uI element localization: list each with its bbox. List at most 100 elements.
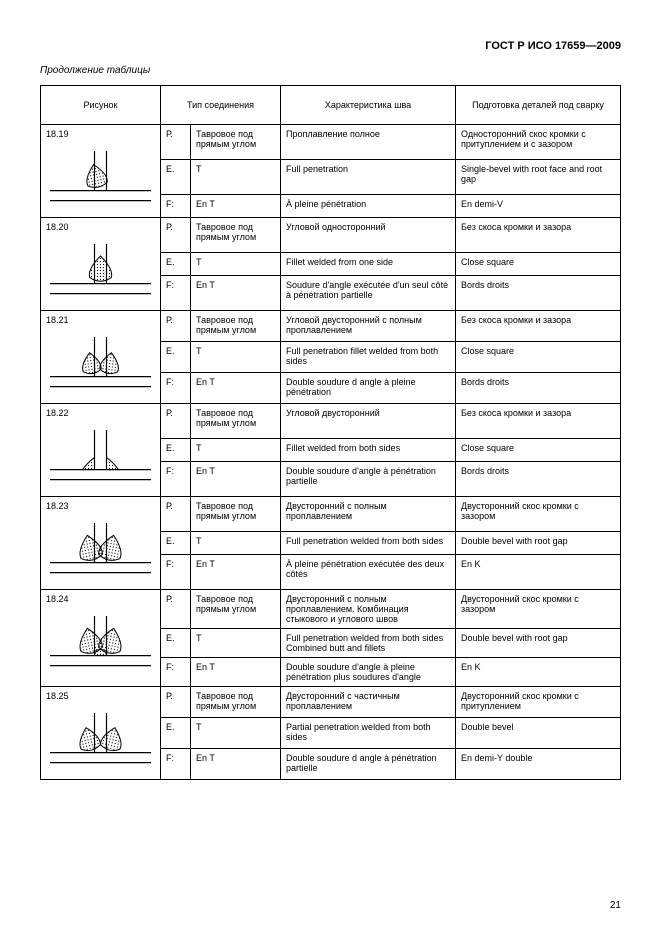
lang-label: F: [161,461,191,496]
table-row: 18.23 Р. Тавровое под прямым углом Двуст… [41,497,621,532]
joint-type-ru: Тавровое под прямым углом [191,590,281,629]
lang-label: F: [161,554,191,589]
figure-number: 18.21 [46,315,155,325]
figure-cell: 18.25 [41,687,161,780]
table-row: 18.20 Р. Тавровое под прямым углом Углов… [41,218,621,253]
joint-type-fr: En T [191,658,281,687]
seam-fr: Double soudure d'angle à pénétration par… [281,461,456,496]
lang-label: E. [161,629,191,658]
prep-fr: Bords droits [456,373,621,404]
seam-ru: Угловой двусторонний с полным проплавлен… [281,311,456,342]
prep-fr: En K [456,554,621,589]
lang-label: F: [161,658,191,687]
prep-ru: Односторонний скос кромки с притуплением… [456,125,621,160]
table-row: 18.24 Р. Тавровое под прямым углом Двуст… [41,590,621,629]
lang-label: Р. [161,218,191,253]
weld-figure-icon [48,236,153,306]
seam-fr: Double soudure d'angle à pleine pénétrat… [281,658,456,687]
figure-cell: 18.21 [41,311,161,404]
seam-en: Full penetration welded from both sides … [281,629,456,658]
figure-cell: 18.19 [41,125,161,218]
prep-en: Close square [456,253,621,276]
joint-type-ru: Тавровое под прямым углом [191,404,281,439]
joint-type-en: T [191,532,281,555]
joint-type-ru: Тавровое под прямым углом [191,497,281,532]
seam-ru: Проплавление полное [281,125,456,160]
table-continuation-label: Продолжение таблицы [40,65,150,76]
prep-fr: Bords droits [456,275,621,310]
seam-fr: Double soudure d angle à pleine pénétrat… [281,373,456,404]
prep-ru: Двусторонний скос кромки с зазором [456,590,621,629]
header-prep: Подготовка деталей под сварку [456,86,621,125]
lang-label: Р. [161,311,191,342]
seam-ru: Угловой двусторонний [281,404,456,439]
header-figure: Рисунок [41,86,161,125]
lang-label: E. [161,439,191,462]
joint-type-ru: Тавровое под прямым углом [191,125,281,160]
prep-en: Double bevel with root gap [456,532,621,555]
joint-type-en: T [191,439,281,462]
prep-fr: En demi-V [456,195,621,218]
seam-fr: Soudure d'angle exécutée d'un seul côté … [281,275,456,310]
prep-en: Double bevel [456,718,621,749]
joint-type-en: T [191,718,281,749]
joint-type-fr: En T [191,461,281,496]
joint-type-en: T [191,342,281,373]
joint-type-en: T [191,629,281,658]
lang-label: F: [161,373,191,404]
lang-label: Р. [161,125,191,160]
lang-label: Р. [161,404,191,439]
seam-en: Fillet welded from both sides [281,439,456,462]
figure-number: 18.23 [46,501,155,511]
weld-figure-icon [48,422,153,492]
seam-en: Full penetration welded from both sides [281,532,456,555]
figure-cell: 18.20 [41,218,161,311]
lang-label: Р. [161,590,191,629]
document-id: ГОСТ Р ИСО 17659—2009 [485,40,621,52]
seam-en: Partial penetration welded from both sid… [281,718,456,749]
weld-figure-icon [48,608,153,678]
joint-type-ru: Тавровое под прямым углом [191,218,281,253]
seam-en: Full penetration fillet welded from both… [281,342,456,373]
seam-ru: Угловой односторонний [281,218,456,253]
seam-ru: Двусторонний с полным проплавлением. Ком… [281,590,456,629]
table-row: 18.19 Р. Тавровое под прямым углом Пропл… [41,125,621,160]
prep-en: Close square [456,342,621,373]
lang-label: F: [161,195,191,218]
prep-en: Close square [456,439,621,462]
prep-fr: En K [456,658,621,687]
table-row: 18.25 Р. Тавровое под прямым углом Двуст… [41,687,621,718]
lang-label: F: [161,749,191,780]
table-row: 18.21 Р. Тавровое под прямым углом Углов… [41,311,621,342]
prep-en: Double bevel with root gap [456,629,621,658]
figure-number: 18.22 [46,408,155,418]
weld-joints-table: Рисунок Тип соединения Характеристика шв… [40,85,621,780]
joint-type-fr: En T [191,749,281,780]
weld-figure-icon [48,143,153,213]
joint-type-fr: En T [191,373,281,404]
prep-fr: En demi-Y double [456,749,621,780]
weld-figure-icon [48,705,153,775]
prep-ru: Двусторонний скос кромки с притуплением [456,687,621,718]
figure-number: 18.24 [46,594,155,604]
joint-type-ru: Тавровое под прямым углом [191,311,281,342]
seam-fr: Double soudure d angle à pénétration par… [281,749,456,780]
weld-figure-icon [48,329,153,399]
joint-type-fr: En T [191,554,281,589]
figure-cell: 18.24 [41,590,161,687]
prep-en: Single-bevel with root face and root gap [456,160,621,195]
figure-number: 18.20 [46,222,155,232]
figure-number: 18.19 [46,129,155,139]
figure-cell: 18.22 [41,404,161,497]
header-seam: Характеристика шва [281,86,456,125]
header-joint-type: Тип соединения [161,86,281,125]
joint-type-ru: Тавровое под прямым углом [191,687,281,718]
lang-label: E. [161,532,191,555]
prep-ru: Без скоса кромки и зазора [456,404,621,439]
joint-type-fr: En T [191,195,281,218]
seam-en: Full penetration [281,160,456,195]
seam-en: Fillet welded from one side [281,253,456,276]
weld-figure-icon [48,515,153,585]
lang-label: E. [161,160,191,195]
joint-type-en: T [191,160,281,195]
